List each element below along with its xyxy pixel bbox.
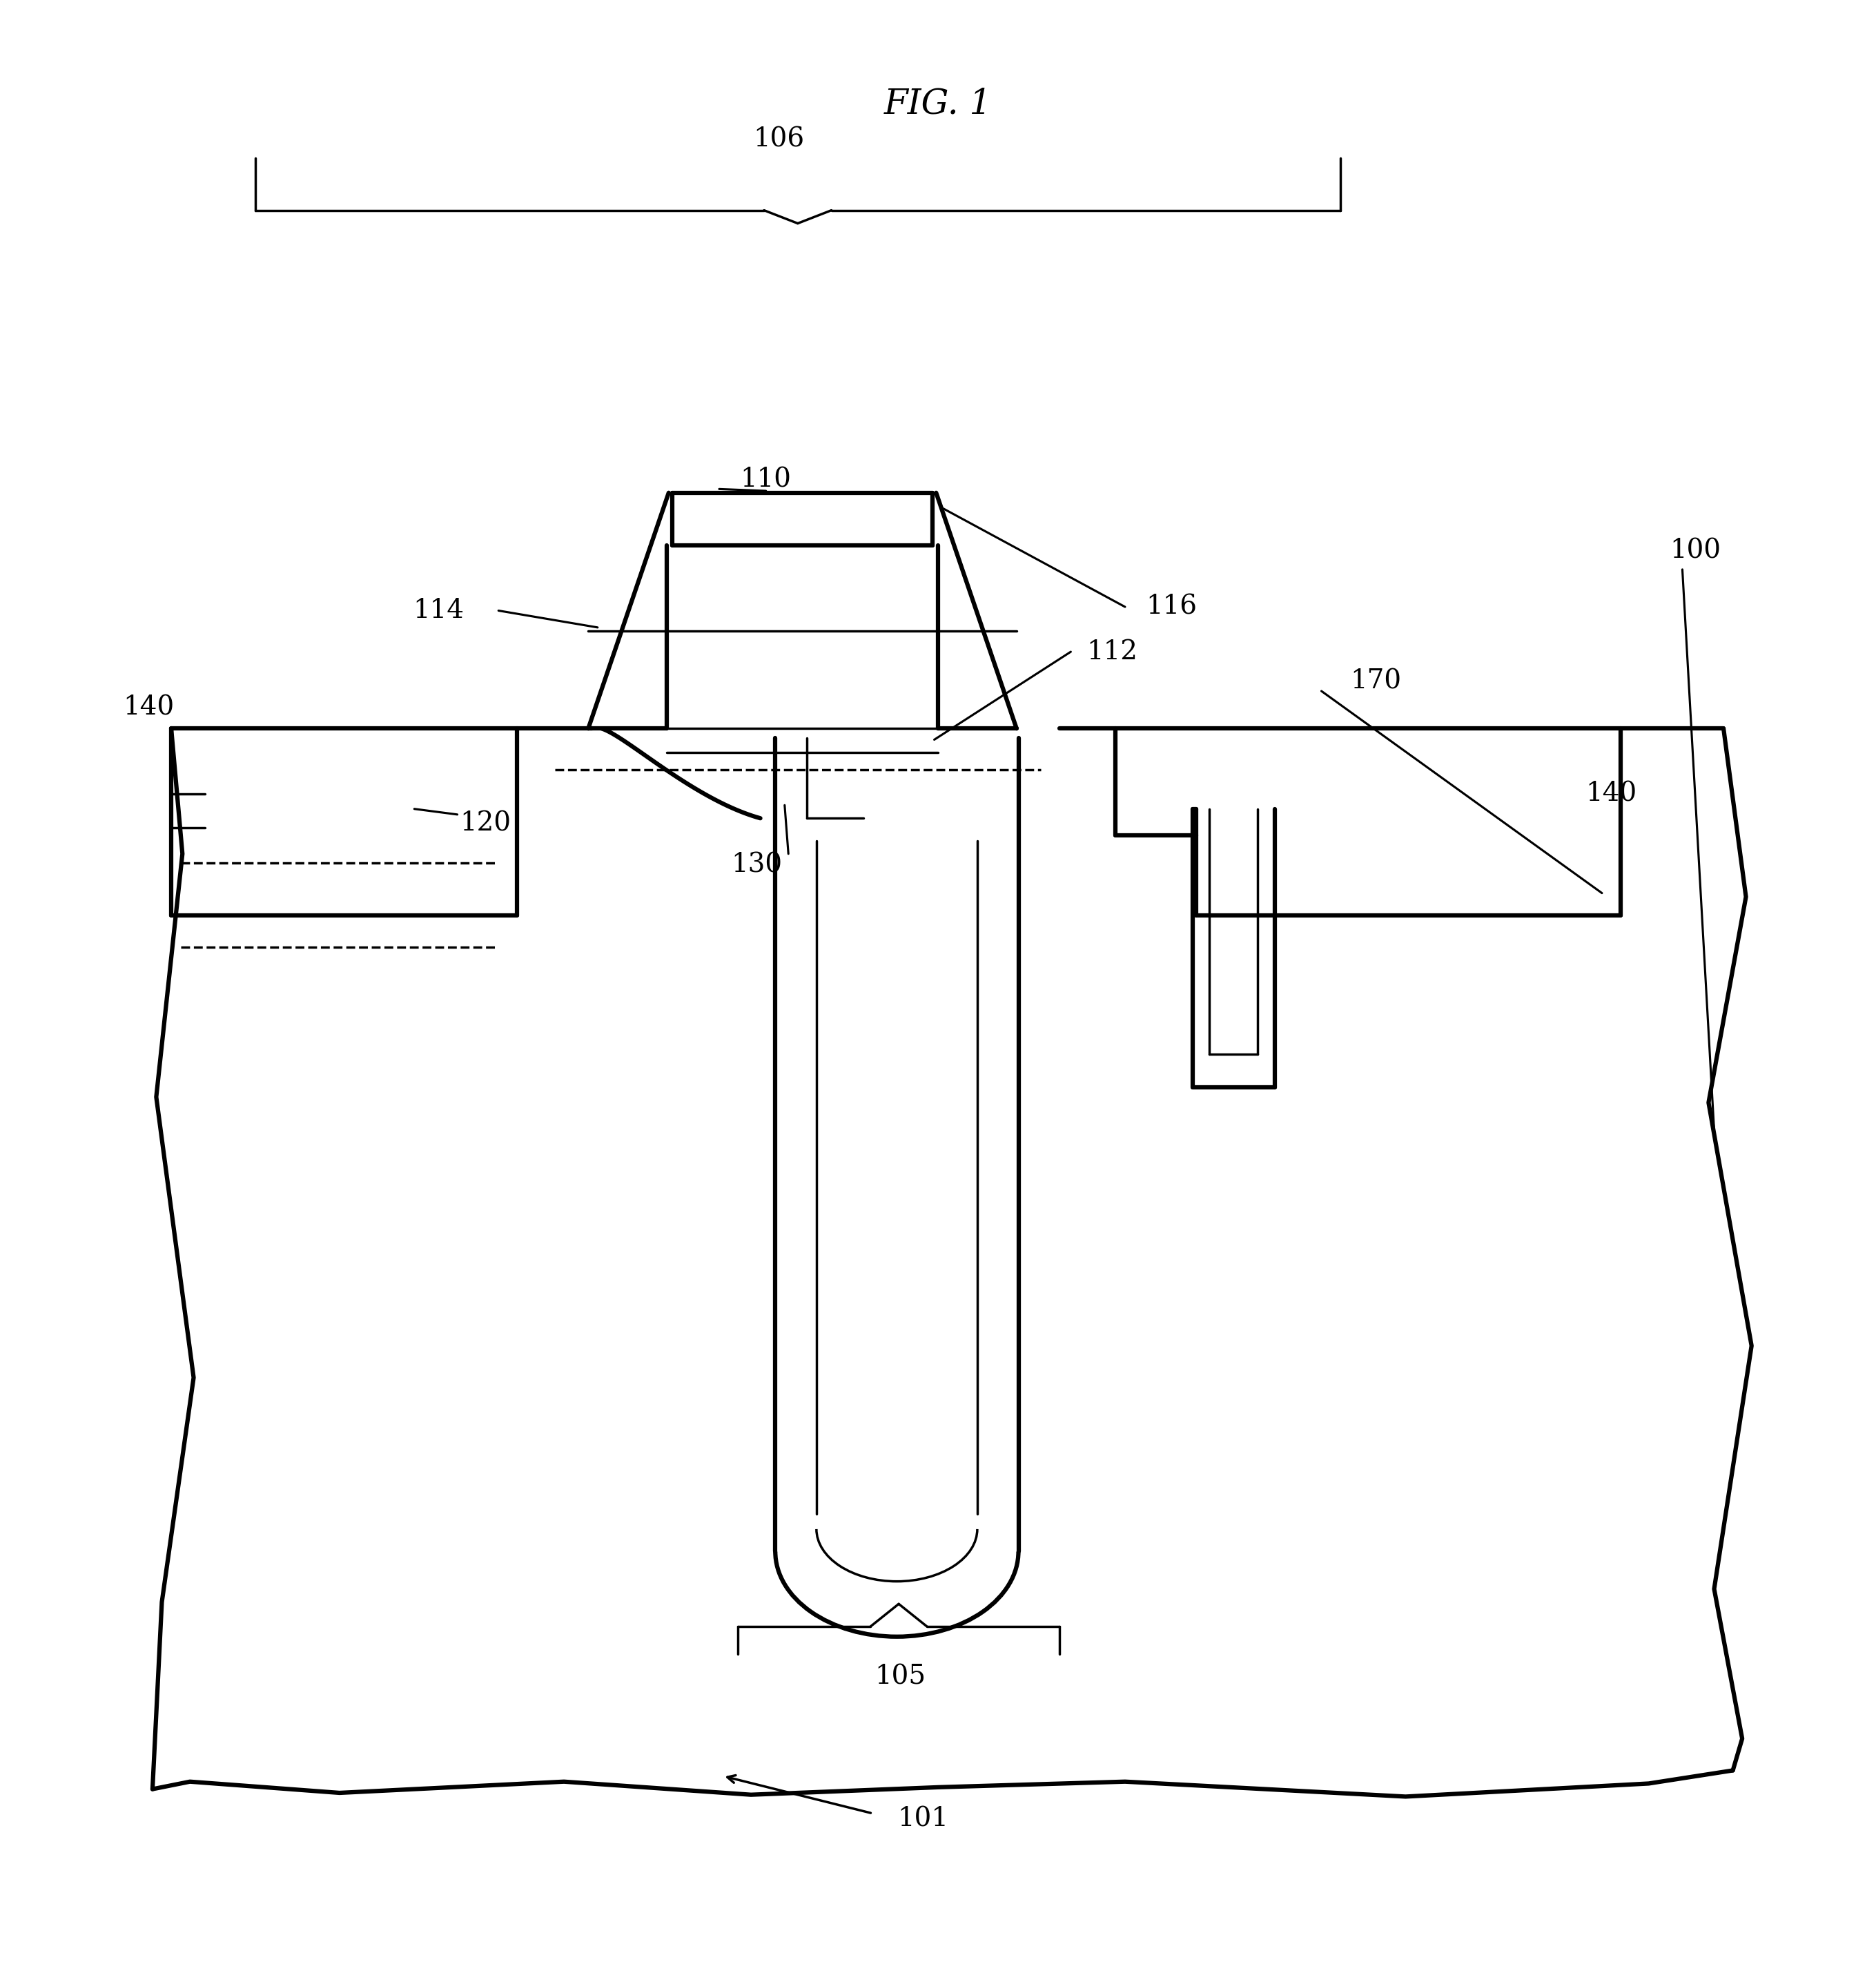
Text: 112: 112	[1086, 640, 1137, 665]
Text: 130: 130	[732, 852, 782, 877]
Text: 120: 120	[460, 810, 510, 836]
Text: 110: 110	[741, 467, 792, 492]
Text: 114: 114	[413, 598, 463, 624]
Text: 170: 170	[1351, 669, 1401, 695]
Text: 106: 106	[754, 126, 805, 151]
Text: 101: 101	[897, 1807, 949, 1833]
Text: 140: 140	[124, 695, 174, 720]
Text: 100: 100	[1670, 538, 1720, 563]
Text: 116: 116	[1146, 594, 1197, 620]
Text: FIG. 1: FIG. 1	[884, 86, 992, 122]
Text: 140: 140	[1585, 781, 1638, 806]
Text: 105: 105	[874, 1664, 927, 1689]
